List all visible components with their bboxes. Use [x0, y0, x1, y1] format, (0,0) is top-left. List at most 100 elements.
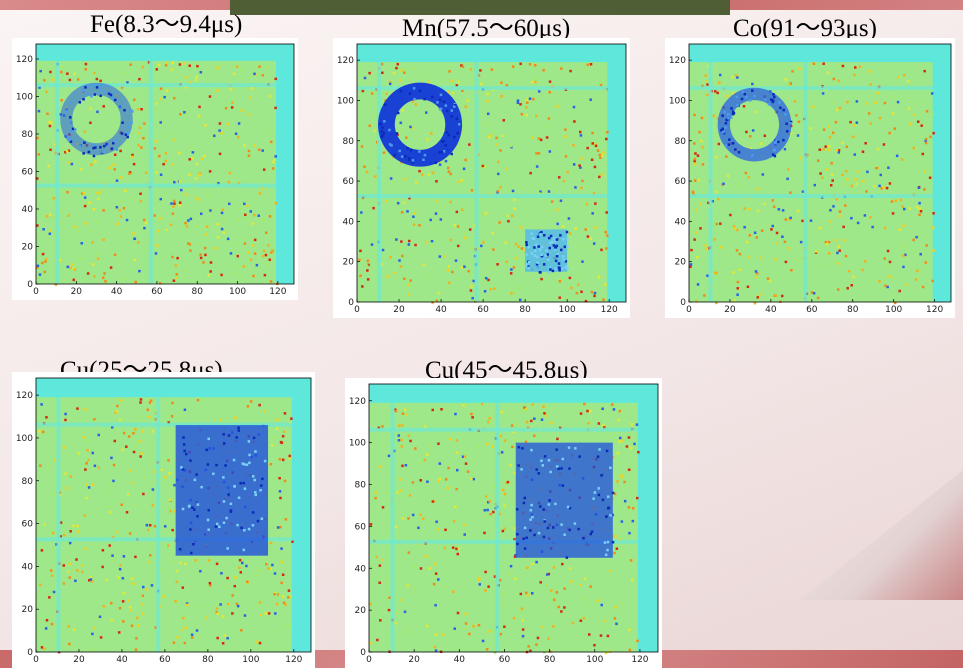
heatmap-stripe [36, 184, 276, 188]
heatmap-cell [905, 284, 908, 287]
heatmap-cell [587, 601, 590, 604]
heatmap-cell [552, 270, 555, 273]
heatmap-cell [85, 63, 88, 66]
heatmap-cell [527, 645, 530, 648]
heatmap-cell [841, 174, 844, 177]
heatmap-cell [379, 619, 382, 622]
heatmap-cell [913, 147, 916, 150]
heatmap-cell [449, 201, 452, 204]
heatmap-cell [609, 570, 612, 573]
heatmap-cell [179, 548, 182, 551]
heatmap-cell [129, 532, 132, 535]
heatmap-cell [599, 157, 602, 160]
heatmap-cell [49, 229, 52, 232]
heatmap-cell [754, 231, 757, 234]
heatmap-cell [430, 132, 433, 135]
heatmap-cell [38, 110, 41, 113]
heatmap-cell [250, 210, 253, 213]
heatmap-stripe [56, 397, 60, 652]
heatmap-cell [49, 125, 52, 128]
heatmap-cell [751, 154, 754, 157]
heatmap-cell [838, 63, 841, 66]
heatmap-cell [759, 293, 762, 296]
heatmap-cell [525, 592, 528, 595]
heatmap-cell [254, 239, 257, 242]
heatmap-cell [515, 257, 518, 260]
heatmap-cell [146, 409, 149, 412]
heatmap-cell [165, 228, 168, 231]
heatmap-cell [462, 404, 465, 407]
heatmap-cell [414, 212, 417, 215]
heatmap-cell [119, 419, 122, 422]
heatmap-cell [236, 603, 239, 606]
heatmap-cell [449, 438, 452, 441]
heatmap-cell [261, 149, 264, 152]
heatmap-cell [258, 214, 261, 217]
heatmap-cell [693, 142, 696, 145]
heatmap-cell [558, 262, 561, 265]
heatmap-cell [91, 241, 94, 244]
x-tick-label: 40 [765, 305, 777, 315]
heatmap-cell [602, 298, 605, 301]
heatmap-cell [366, 264, 369, 267]
heatmap-cell [544, 254, 547, 257]
heatmap-cell [520, 226, 523, 229]
heatmap-cell [404, 409, 407, 412]
heatmap-cell [563, 180, 566, 183]
heatmap-cell [117, 576, 120, 579]
heatmap-cell [768, 103, 771, 106]
heatmap-cell [591, 291, 594, 294]
heatmap-cell [179, 201, 182, 204]
heatmap-cell [835, 198, 838, 201]
heatmap-cell [721, 114, 724, 117]
heatmap-cell [701, 117, 704, 120]
heatmap-cell [894, 199, 897, 202]
heatmap-cell [900, 199, 903, 202]
heatmap-cell [203, 155, 206, 158]
heatmap-cell [537, 227, 540, 230]
heatmap-cell [609, 467, 612, 470]
heatmap-cell [582, 597, 585, 600]
heatmap-cell [276, 418, 279, 421]
heatmap-cell [128, 435, 131, 438]
heatmap-cell [866, 171, 869, 174]
heatmap-cell [535, 152, 538, 155]
heatmap-cell [195, 79, 198, 82]
heatmap-cell [633, 443, 636, 446]
heatmap-cell [628, 532, 631, 535]
heatmap-stripe [689, 194, 933, 198]
heatmap-cell [486, 100, 489, 103]
heatmap-cell [503, 505, 506, 508]
heatmap-cell [540, 459, 543, 462]
heatmap-cell [116, 223, 119, 226]
heatmap-cell [454, 506, 457, 509]
heatmap-cell [370, 642, 373, 645]
heatmap-cell [168, 507, 171, 510]
heatmap-cell [837, 262, 840, 265]
heatmap-cell [910, 122, 913, 125]
heatmap-cell [119, 150, 122, 153]
heatmap-cell [725, 122, 728, 125]
heatmap-cell [454, 224, 457, 227]
heatmap-cell [849, 121, 852, 124]
heatmap-cell [567, 506, 570, 509]
heatmap-cell [173, 202, 176, 205]
heatmap-cell [516, 91, 519, 94]
heatmap-cell [443, 547, 446, 550]
heatmap-cell [129, 609, 132, 612]
heatmap-cell [733, 299, 736, 302]
heatmap-cell [547, 167, 550, 170]
heatmap-cell [52, 493, 55, 496]
heatmap-cell [171, 163, 174, 166]
heatmap-cell [741, 98, 744, 101]
heatmap-cell [270, 141, 273, 144]
heatmap-cell [254, 574, 257, 577]
heatmap-cell [188, 505, 191, 508]
heatmap-cell [918, 235, 921, 238]
heatmap-cell [143, 227, 146, 230]
heatmap-cell [593, 295, 596, 298]
heatmap-cell [49, 71, 52, 74]
x-tick-label: 120 [926, 305, 943, 315]
heatmap-cell [173, 279, 176, 282]
heatmap-cell [706, 94, 709, 97]
